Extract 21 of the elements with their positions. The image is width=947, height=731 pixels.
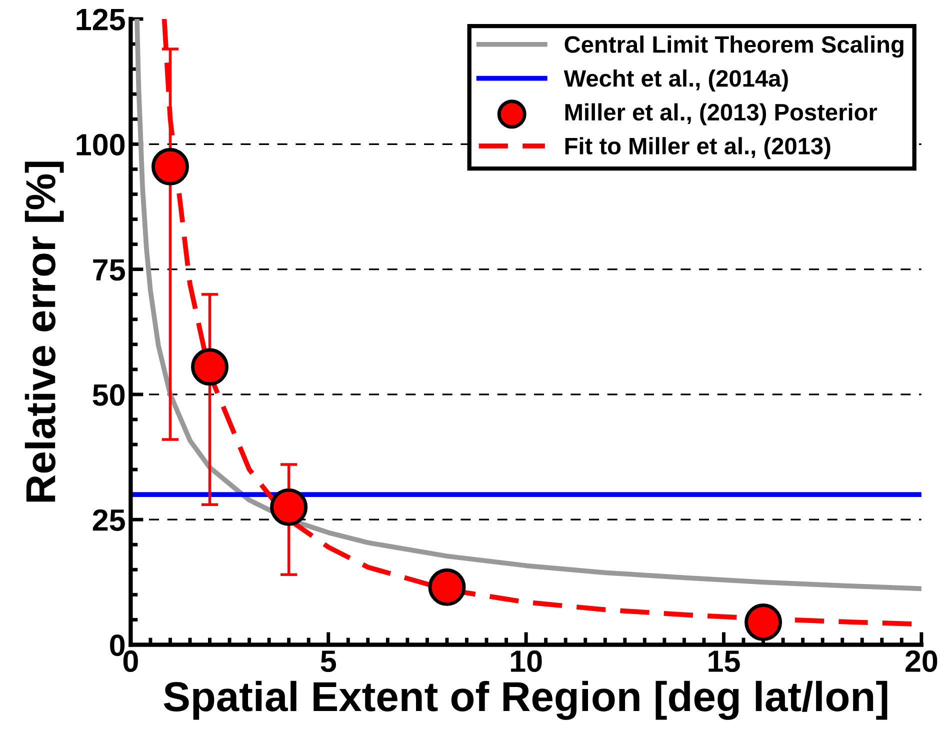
y-tick-label: 50 (92, 384, 125, 406)
legend-label: Fit to Miller et al., (2013) (565, 137, 830, 160)
legend-label: Miller et al., (2013) Posterior (565, 103, 878, 126)
x-tick-label: 20 (906, 650, 938, 672)
x-axis-title: Spatial Extent of Region [deg lat/lon] (164, 680, 888, 720)
point (744, 603, 782, 641)
y-tick-label: 0 (110, 634, 125, 656)
legend-label: Wecht et al., (2014a) (564, 69, 788, 92)
y-tick-label: 25 (92, 509, 125, 531)
x-tick-label: 10 (510, 650, 542, 672)
x-tick-label: 5 (320, 650, 336, 672)
x-tick-label: 15 (708, 650, 740, 672)
point (428, 568, 466, 606)
y-tick-label: 100 (76, 134, 125, 156)
y-axis-title: Relative error [%] (24, 162, 64, 502)
point (151, 148, 189, 186)
y-tick-label: 125 (76, 8, 125, 30)
point (270, 488, 308, 526)
legend-label: Central Limit Theorem Scaling (564, 36, 904, 58)
y-tick-label: 75 (93, 259, 125, 281)
point (191, 348, 229, 386)
